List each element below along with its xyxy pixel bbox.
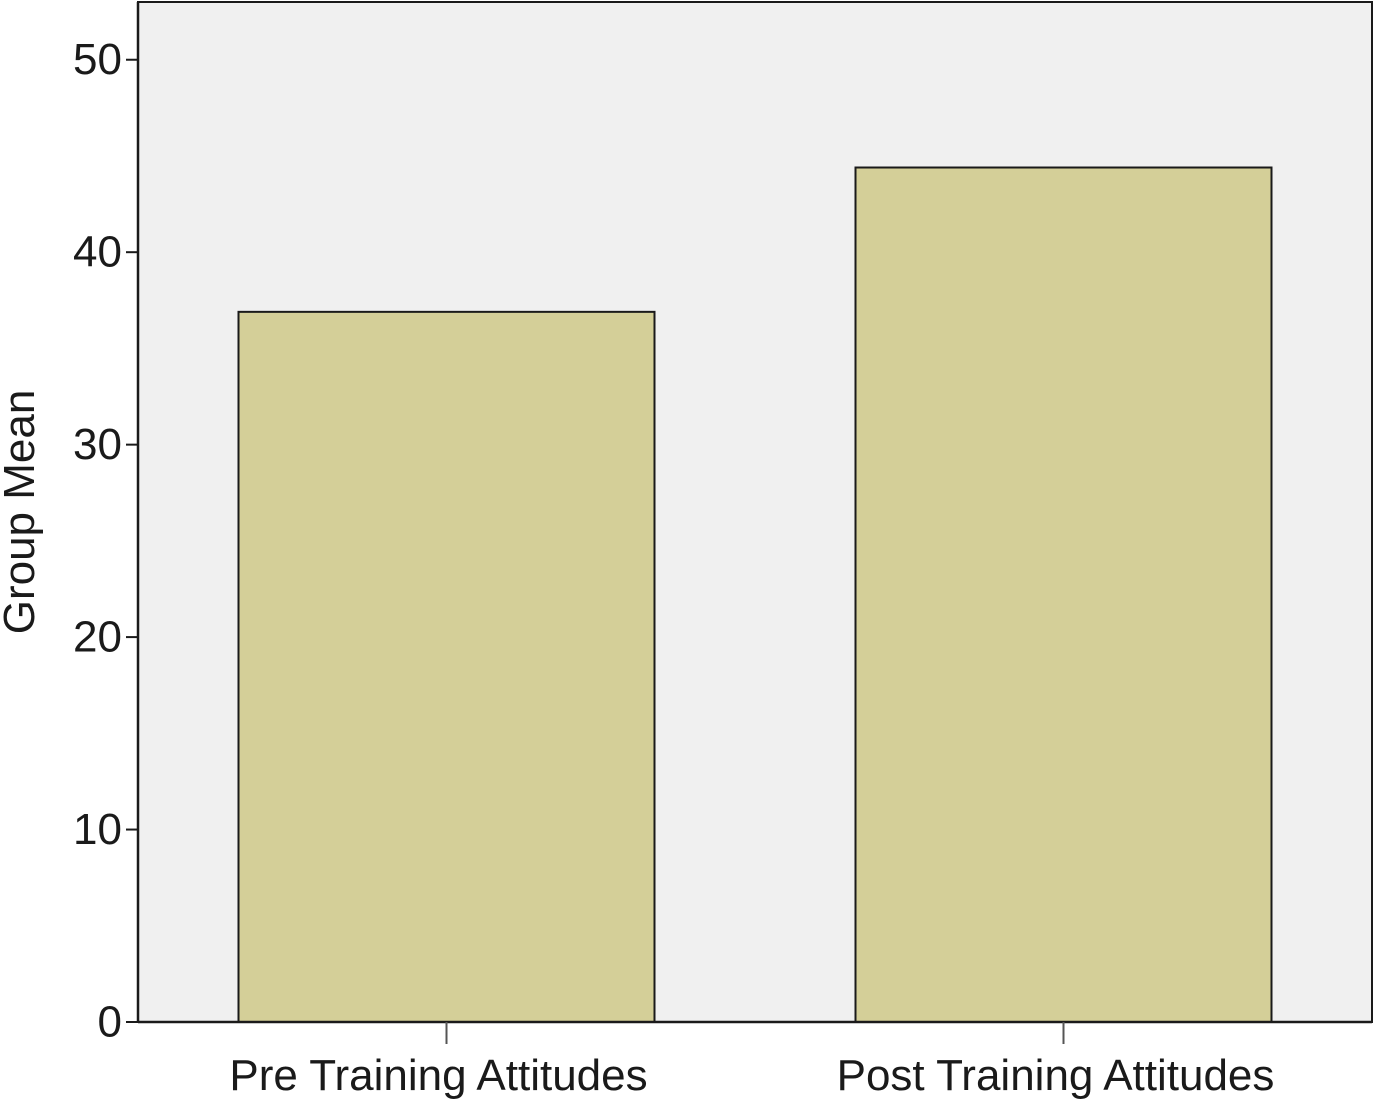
y-tick-label: 0 (98, 998, 122, 1047)
y-axis-title: Group Mean (0, 390, 44, 635)
y-tick-label: 30 (73, 420, 122, 469)
y-tick-label: 20 (73, 613, 122, 662)
y-tick-label: 10 (73, 805, 122, 854)
y-ticks-group: 0 10 20 30 40 50 (73, 35, 138, 1047)
x-tick-label: Post Training Attitudes (837, 1051, 1275, 1100)
bar-2 (854, 166, 1273, 1023)
bars-group (237, 166, 1273, 1023)
y-tick-label: 50 (73, 35, 122, 84)
bar-1 (237, 310, 656, 1023)
x-ticks-group: Pre Training Attitudes Post Training Atti… (229, 1022, 1274, 1100)
y-tick-label: 40 (73, 228, 122, 277)
x-tick-label: Pre Training Attitudes (229, 1051, 647, 1100)
